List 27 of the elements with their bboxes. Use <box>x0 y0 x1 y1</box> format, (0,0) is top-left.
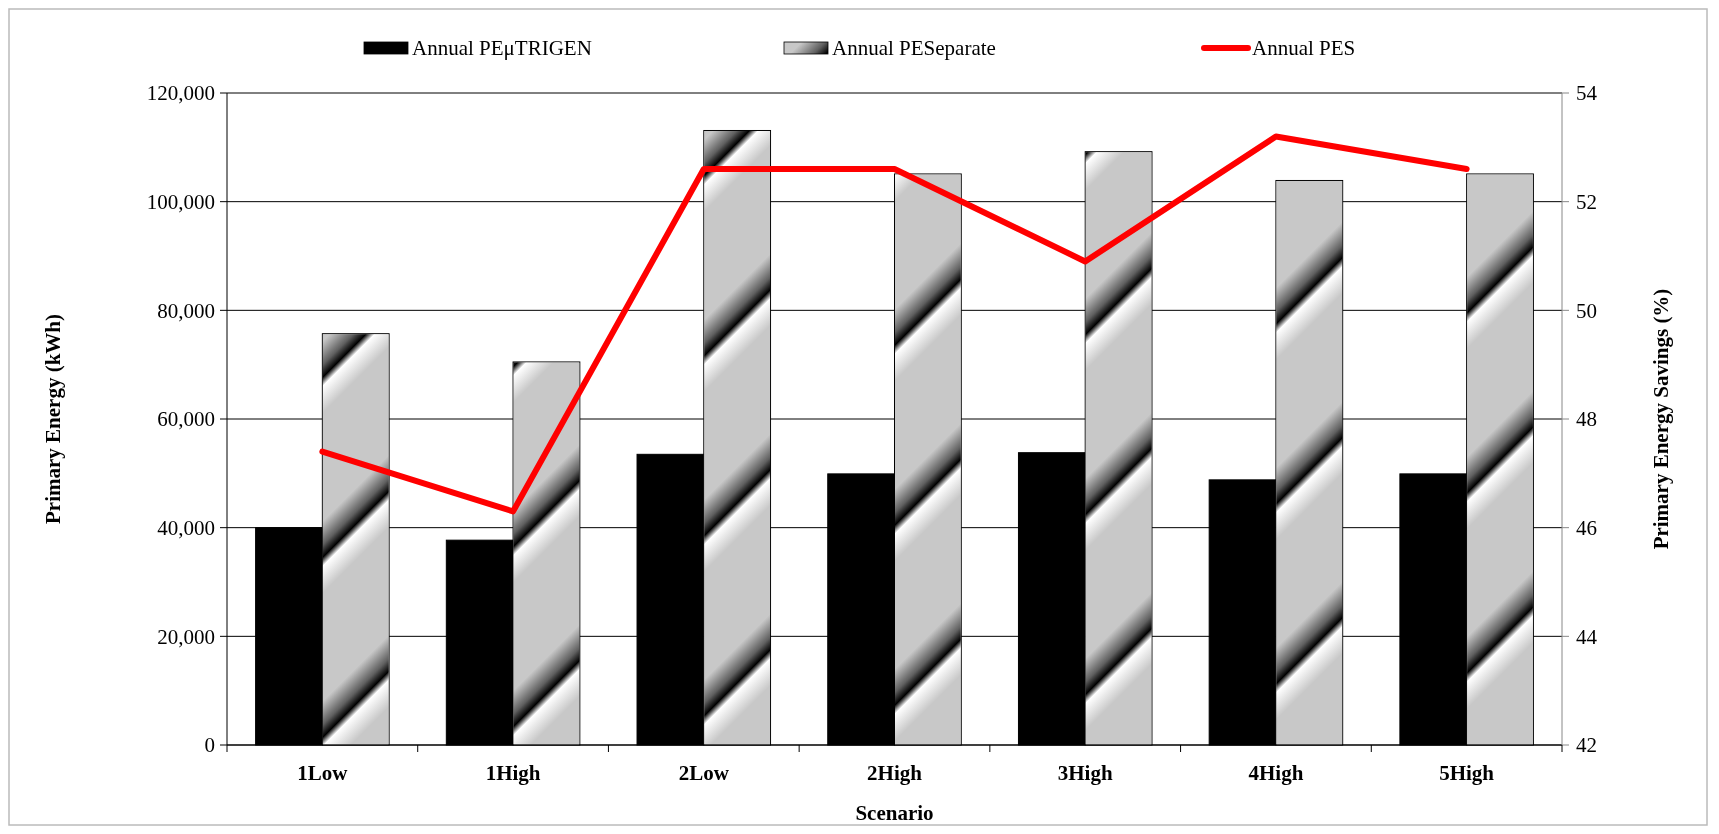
y2-tick-label: 54 <box>1576 81 1598 106</box>
x-tick-label: 2High <box>867 761 923 785</box>
y-tick-label: 100,000 <box>146 190 215 215</box>
y-tick-label: 0 <box>204 733 215 758</box>
x-tick-label: 4High <box>1248 761 1304 785</box>
y2-tick-label: 48 <box>1576 407 1597 432</box>
y-tick-label: 80,000 <box>157 298 215 323</box>
x-tick-label: 1Low <box>297 761 349 785</box>
legend-label: Annual PESeparate <box>832 36 996 60</box>
y2-tick-label: 46 <box>1576 516 1597 541</box>
x-axis-title: Scenario <box>855 801 934 825</box>
y2-axis-title: Primary Energy Savings (%) <box>1649 288 1673 550</box>
legend-label: Annual PES <box>1252 36 1356 60</box>
x-tick-label: 5High <box>1439 761 1495 785</box>
x-tick-label: 1High <box>485 761 541 785</box>
y-tick-label: 40,000 <box>157 516 215 541</box>
y2-tick-label: 52 <box>1576 190 1597 215</box>
legend-label: Annual PEμTRIGEN <box>412 36 592 60</box>
x-tick-label: 3High <box>1057 761 1113 785</box>
y-tick-label: 120,000 <box>146 81 215 106</box>
y-axis-title: Primary Energy (kWh) <box>41 314 65 524</box>
y2-tick-label: 50 <box>1576 298 1597 323</box>
y2-tick-label: 42 <box>1576 733 1597 758</box>
y-tick-label: 20,000 <box>157 624 215 649</box>
x-tick-label: 2Low <box>678 761 730 785</box>
y-tick-label: 60,000 <box>157 407 215 432</box>
y2-tick-label: 44 <box>1576 624 1598 649</box>
